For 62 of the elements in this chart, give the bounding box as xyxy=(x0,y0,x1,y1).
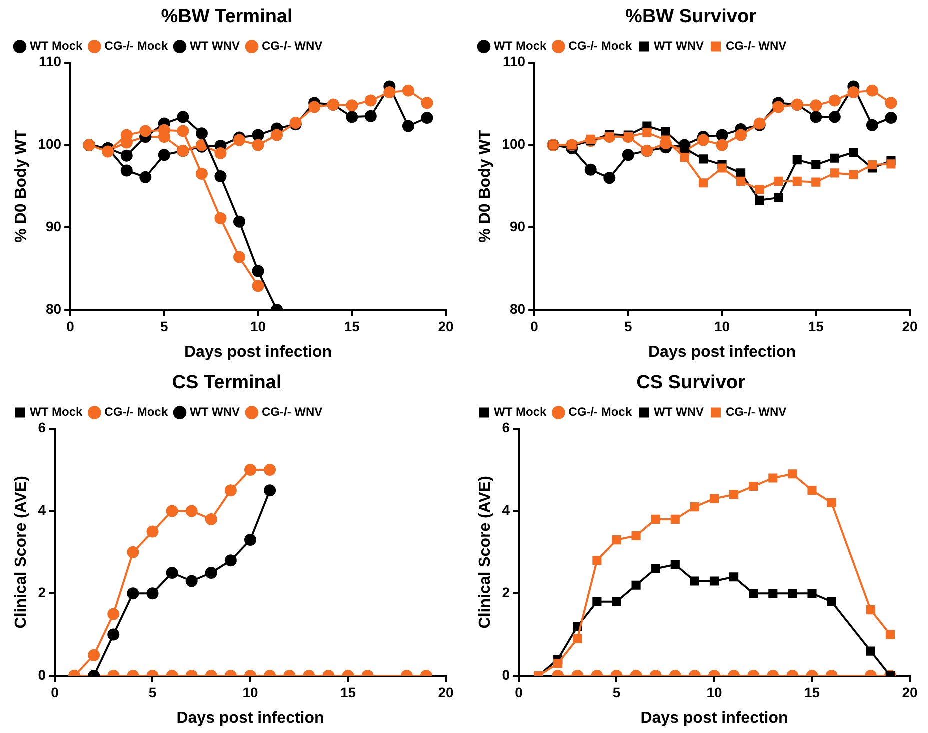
legend-label: CG-/- WNV xyxy=(726,39,787,54)
chart-title: %BW Survivor xyxy=(626,6,758,28)
y-tick-label: 80 xyxy=(46,300,62,317)
legend-label: WT Mock xyxy=(30,39,83,54)
y-tick-label: 6 xyxy=(502,420,510,436)
legend-label: CG-/- WNV xyxy=(726,405,787,420)
legend-label: CG-/- Mock xyxy=(568,39,632,54)
y-tick-label: 90 xyxy=(46,218,62,234)
legend-label: CG-/- Mock xyxy=(568,405,632,420)
y-tick-label: 2 xyxy=(502,584,510,600)
x-axis-title: Days post infection xyxy=(176,710,324,727)
x-tick-label: 15 xyxy=(344,318,360,334)
x-tick-label: 15 xyxy=(804,684,820,700)
chart-title: CS Terminal xyxy=(172,372,282,394)
x-tick-label: 20 xyxy=(438,684,454,700)
x-tick-label: 5 xyxy=(612,684,621,700)
chart-title: %BW Terminal xyxy=(161,6,293,28)
y-tick-label: 4 xyxy=(38,502,46,518)
x-tick-label: 5 xyxy=(148,684,157,700)
legend-label: WT Mock xyxy=(494,39,547,54)
chart-title: CS Survivor xyxy=(636,372,746,394)
x-tick-label: 5 xyxy=(160,318,169,334)
x-tick-label: 0 xyxy=(530,318,539,334)
x-tick-label: 10 xyxy=(242,684,258,700)
legend-label: WT WNV xyxy=(190,39,240,54)
y-tick-label: 0 xyxy=(38,666,46,683)
x-tick-label: 20 xyxy=(902,318,918,334)
x-tick-label: 10 xyxy=(706,684,722,700)
y-tick-label: 110 xyxy=(38,54,62,70)
legend-label: CG-/- WNV xyxy=(262,405,323,420)
x-tick-label: 20 xyxy=(902,684,918,700)
y-tick-label: 90 xyxy=(510,218,526,234)
y-axis-title: Clinical Score (AVE) xyxy=(477,476,494,629)
y-axis-title: % D0 Body WT xyxy=(477,130,494,243)
legend-label: WT WNV xyxy=(654,39,704,54)
y-tick-label: 0 xyxy=(502,666,510,683)
x-axis-title: Days post infection xyxy=(640,710,788,727)
y-tick-label: 6 xyxy=(38,420,46,436)
x-tick-label: 15 xyxy=(808,318,824,334)
x-tick-label: 5 xyxy=(624,318,633,334)
legend-label: CG-/- Mock xyxy=(104,405,168,420)
x-tick-label: 20 xyxy=(438,318,454,334)
legend-label: WT Mock xyxy=(30,405,83,420)
legend-label: CG-/- WNV xyxy=(262,39,323,54)
legend-label: WT WNV xyxy=(654,405,704,420)
x-tick-label: 15 xyxy=(340,684,356,700)
y-tick-label: 2 xyxy=(38,584,46,600)
legend-label: WT WNV xyxy=(190,405,240,420)
y-axis-title: Clinical Score (AVE) xyxy=(13,476,30,629)
x-tick-label: 10 xyxy=(250,318,266,334)
x-tick-label: 10 xyxy=(714,318,730,334)
y-tick-label: 4 xyxy=(502,502,510,518)
y-axis-title: % D0 Body WT xyxy=(13,130,30,243)
legend-label: WT Mock xyxy=(494,405,547,420)
y-tick-label: 110 xyxy=(502,54,526,70)
x-axis-title: Days post infection xyxy=(184,344,332,361)
y-tick-label: 100 xyxy=(502,136,526,152)
y-tick-label: 80 xyxy=(510,300,526,317)
x-tick-label: 0 xyxy=(66,318,75,334)
legend-label: CG-/- Mock xyxy=(104,39,168,54)
x-axis-title: Days post infection xyxy=(648,344,796,361)
y-tick-label: 100 xyxy=(38,136,62,152)
